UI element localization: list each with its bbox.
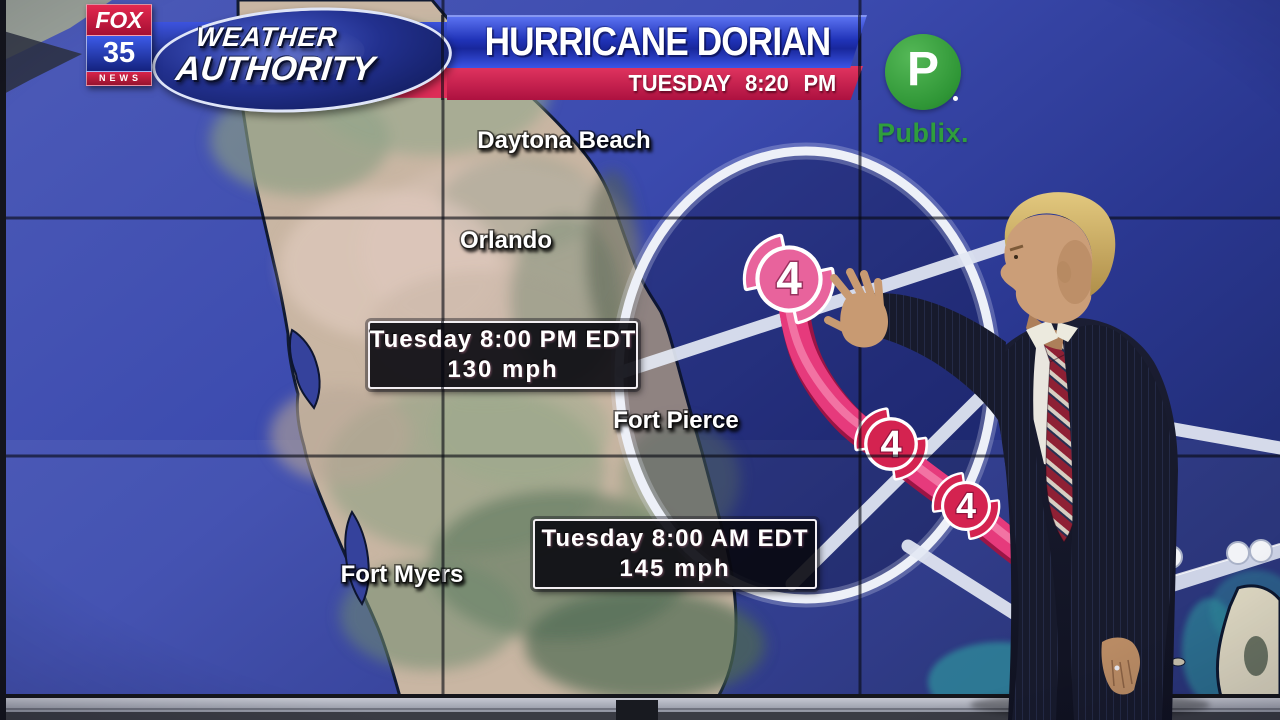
fox35-logo: FOX 35 NEWS: [86, 4, 152, 86]
timestamp-text: TUESDAY 8:20 PM: [628, 69, 837, 96]
panel-seam: [441, 321, 444, 389]
publix-logo-mark: P: [885, 34, 961, 110]
callout-time: Tuesday 8:00 AM EDT: [541, 525, 809, 552]
forecast-callout-8am: Tuesday 8:00 AM EDT 145 mph: [533, 519, 817, 589]
headline-title: HURRICANE DORIAN: [484, 20, 831, 64]
channel-number: 35: [86, 36, 152, 72]
panel-seam: [858, 15, 861, 100]
callout-wind: 145 mph: [619, 555, 731, 582]
program-name-weather: WEATHER: [194, 22, 340, 52]
publix-wordmark: Publix.: [876, 117, 969, 148]
headline-banner: HURRICANE DORIAN: [447, 15, 867, 68]
publix-monogram: P: [906, 43, 939, 96]
callout-time: Tuesday 8:00 PM EDT: [369, 326, 637, 353]
timestamp-bar: [447, 66, 863, 100]
callout-wind: 130 mph: [447, 356, 559, 383]
timestamp-wrap: TUESDAY 8:20 PM: [629, 66, 860, 100]
panel-seam: [441, 15, 444, 100]
news-label: NEWS: [86, 72, 152, 86]
registered-mark-dot: [953, 96, 958, 101]
fox-logo-text: FOX: [86, 4, 152, 36]
forecast-callout-8pm: Tuesday 8:00 PM EDT 130 mph: [368, 321, 638, 389]
program-name-authority: AUTHORITY: [174, 50, 377, 88]
